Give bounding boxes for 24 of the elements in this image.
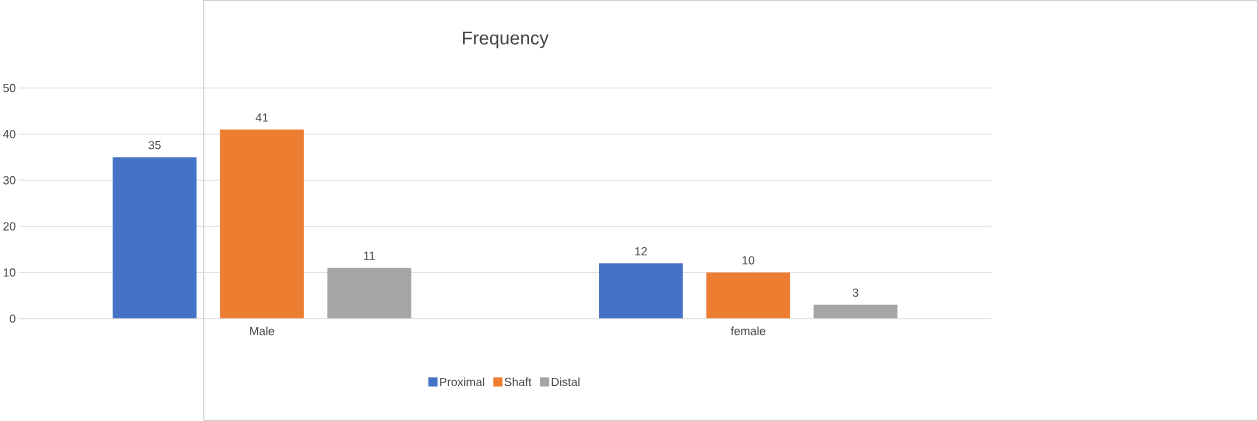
bar [706, 272, 791, 319]
data-label: 41 [255, 113, 268, 122]
y-tick-label: 0 [9, 314, 16, 323]
x-tick-label: female [730, 326, 766, 336]
y-tick-label: 20 [3, 222, 16, 231]
y-tick-label: 40 [3, 130, 16, 139]
data-label: 10 [742, 256, 755, 265]
bar [220, 129, 304, 319]
data-label: 11 [364, 251, 375, 260]
data-label: 12 [635, 247, 647, 256]
data-label: 35 [148, 140, 161, 150]
legend-label: Shaft [504, 377, 532, 387]
data-label: 3 [852, 288, 859, 297]
chart-title: Frequency [463, 31, 549, 49]
legend-label: Proximal [440, 377, 485, 387]
legend-label: Distal [551, 377, 580, 387]
bar [813, 304, 898, 319]
bar [112, 157, 197, 319]
bar [327, 267, 412, 319]
bar [598, 263, 683, 319]
y-tick-label: 30 [3, 176, 16, 185]
x-tick-label: Male [250, 326, 275, 336]
y-tick-label: 10 [3, 268, 16, 277]
y-tick-label: 50 [3, 83, 16, 93]
